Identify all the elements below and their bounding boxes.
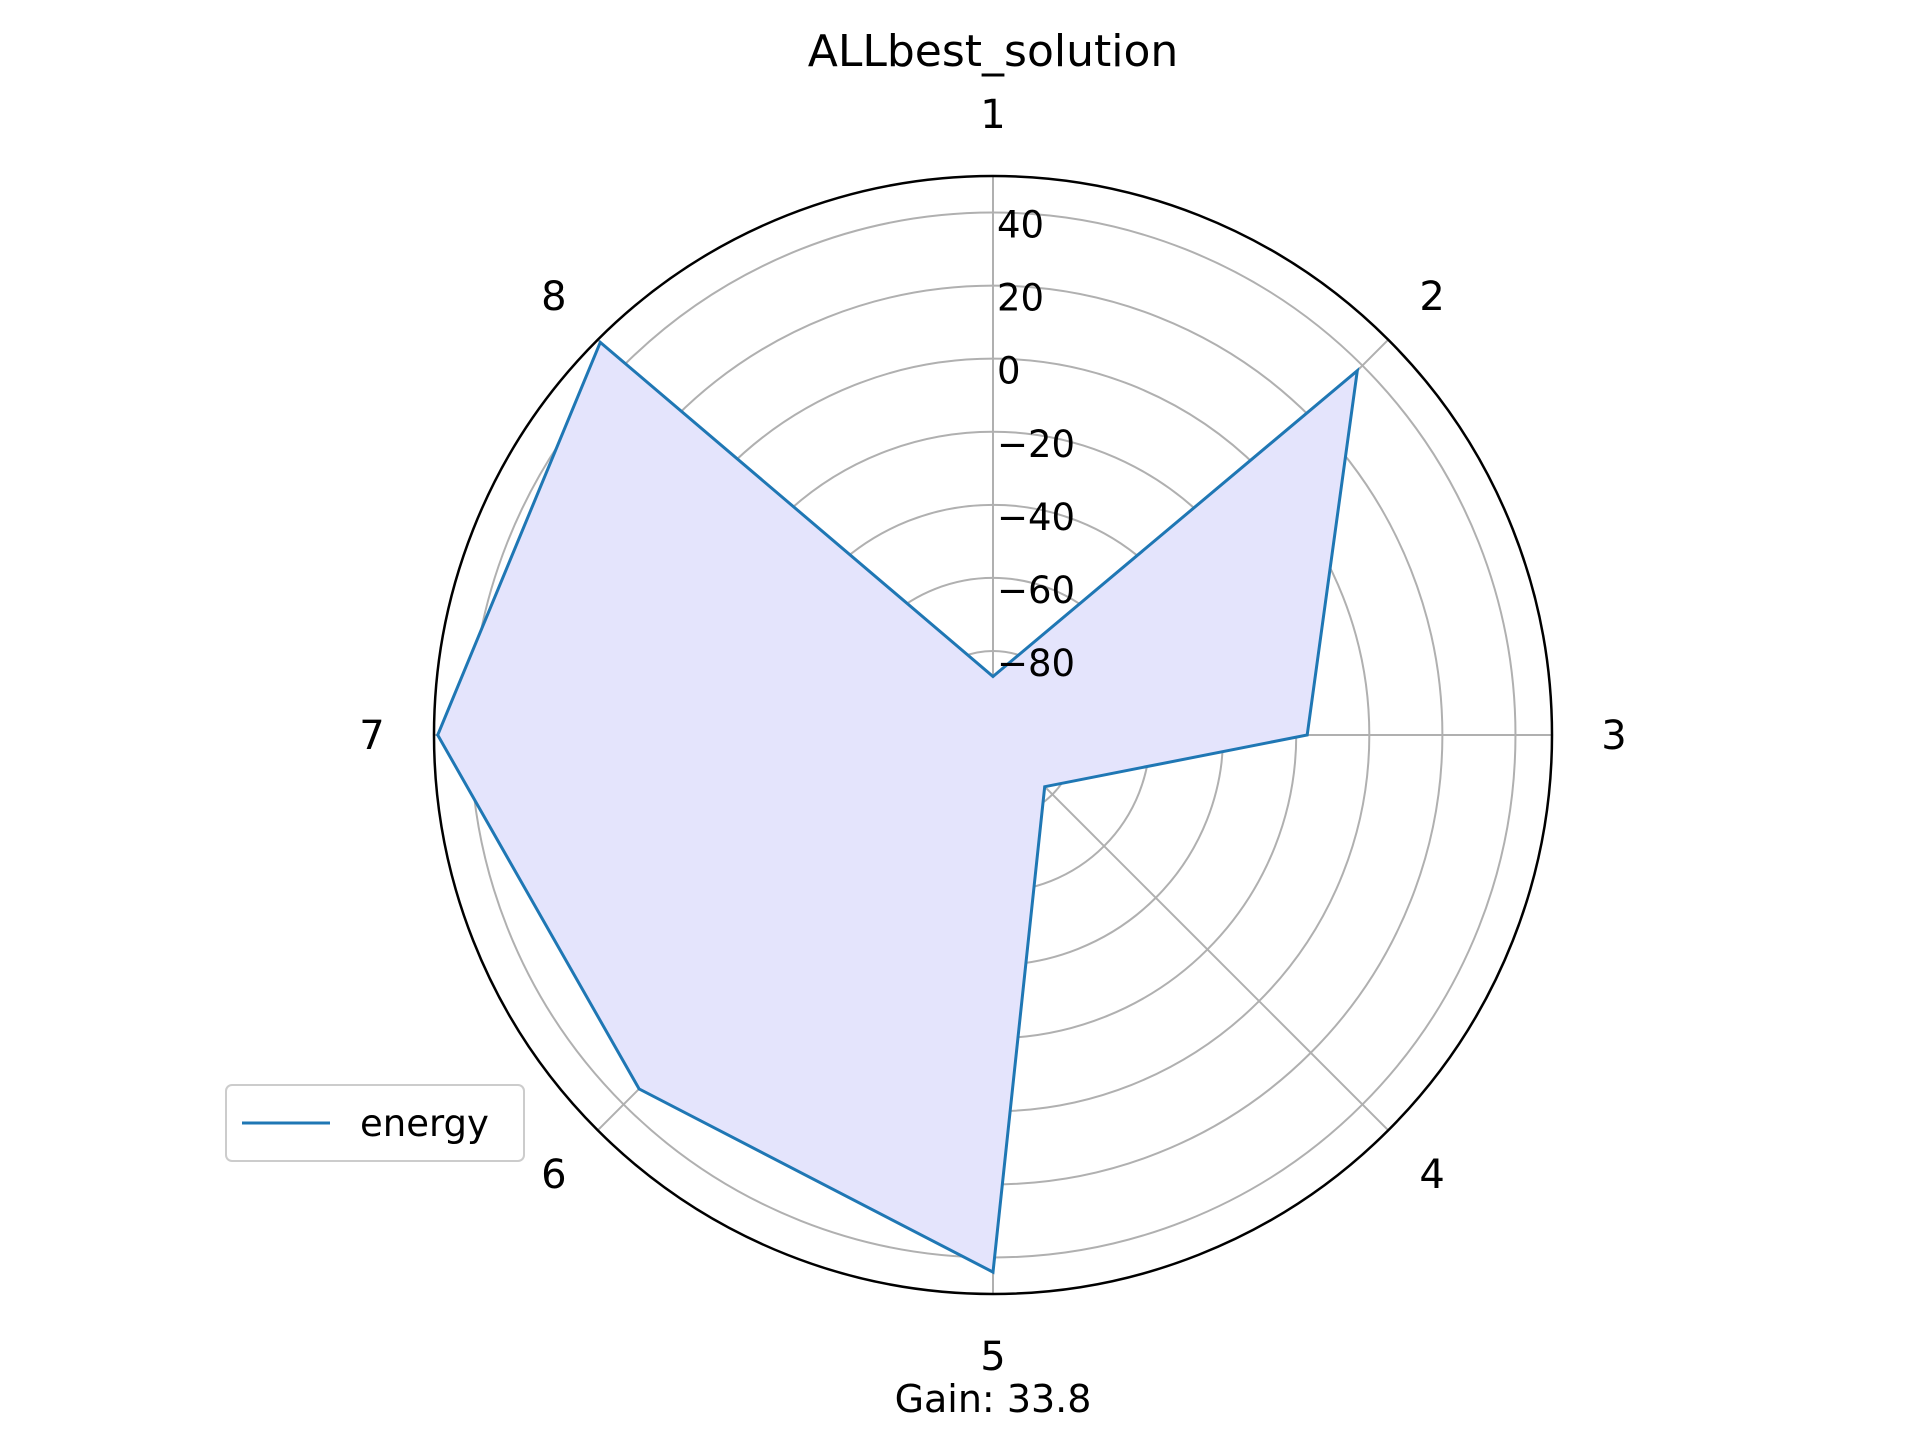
- radial-tick-label: −80: [997, 642, 1075, 685]
- category-label: 5: [980, 1334, 1005, 1380]
- chart-title: ALLbest_solution: [808, 26, 1179, 77]
- radial-tick-label: −20: [997, 423, 1075, 466]
- category-label: 4: [1419, 1152, 1444, 1198]
- radial-tick-label: 20: [997, 277, 1044, 320]
- legend: energy: [225, 1084, 525, 1162]
- series-area-energy: [437, 342, 1358, 1273]
- category-label: 6: [541, 1152, 566, 1198]
- category-label: 8: [541, 274, 566, 320]
- radial-tick-label: −40: [997, 496, 1075, 539]
- data-layer: [436, 339, 1360, 1275]
- radial-tick-label: 0: [997, 350, 1021, 393]
- gain-footer: Gain: 33.8: [895, 1377, 1092, 1421]
- series-line-energy: [436, 339, 1360, 1275]
- category-label: 7: [359, 713, 384, 759]
- legend-box: [225, 1084, 525, 1162]
- category-label: 1: [980, 92, 1005, 138]
- polar-frame: [432, 174, 1554, 1296]
- radial-tick-label: 40: [997, 204, 1044, 247]
- category-label: 3: [1601, 713, 1626, 759]
- label-layer: 40 20 0 −20 −40 −60 −80 1 2 3 4 5 6 7 8: [359, 92, 1626, 1380]
- grid-spoke: [992, 734, 1389, 1131]
- legend-label-energy: energy: [360, 1102, 489, 1145]
- category-label: 2: [1419, 274, 1444, 320]
- radial-tick-label: −60: [997, 569, 1075, 612]
